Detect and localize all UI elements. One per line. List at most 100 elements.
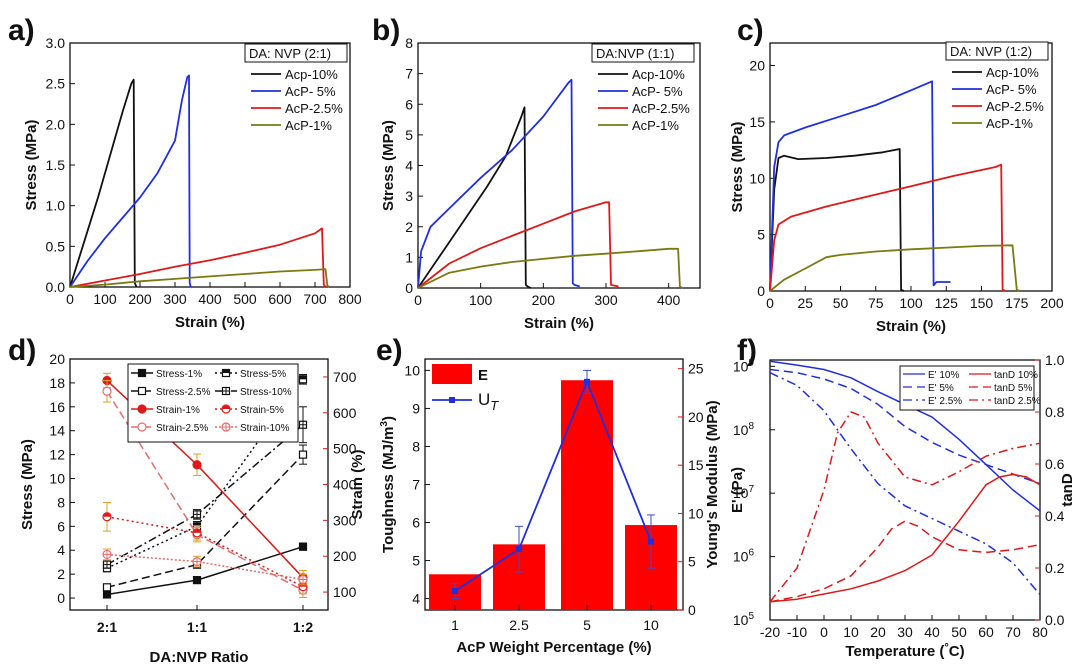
y2-tick-label: 100 [333, 584, 357, 600]
legend-marker-strain-1 [137, 404, 147, 414]
y2-tick-label: 0.0 [1045, 612, 1065, 628]
y-tick-label: 105 [733, 611, 755, 628]
x-tick-label: 175 [1005, 295, 1029, 311]
y-axis-label-e: Toughness (MJ/m3) [379, 416, 397, 553]
panel-b: b) 0 100 200 300 400 0 1 2 3 4 5 6 7 8 Strain (%) Stress… [372, 14, 701, 332]
x-tick-label: 2.5 [509, 617, 529, 633]
legend-box-d [127, 363, 299, 443]
y-tick-label: 3 [405, 188, 413, 204]
legend-label-acp-2-5: AcP-2.5% [632, 101, 690, 116]
legend-label-strain-5: Strain-5% [240, 405, 284, 416]
y-tick-sup: 7 [748, 484, 754, 495]
y2-tick-label: 300 [333, 512, 357, 528]
data-point-strain-5-fill [103, 513, 111, 517]
legend-label-tand-2-5: tanD 2.5% [994, 396, 1041, 407]
y-tick-label: 18 [49, 375, 65, 391]
series-line-d-strain-5 [106, 516, 304, 588]
legend-f: E' 10% tanD 10% E' 5% tanD 5% E' 2.5% tanD 2.… [899, 365, 1041, 411]
y-axis-label-c: Stress (MPa) [729, 122, 746, 213]
y-tick-label: 2.5 [46, 76, 66, 92]
y-tick-sup: 5 [748, 611, 754, 622]
y2-tick-label: 5 [688, 554, 696, 570]
data-point-stress-2-5 [298, 450, 308, 459]
legend-title-b: DA:NVP (1:1) [596, 46, 675, 61]
series-line-a-acp-2-5 [69, 227, 327, 288]
x-tick-label: 25 [797, 295, 813, 311]
x-tick-label: -10 [787, 624, 807, 640]
y-tick-label: 0 [57, 590, 65, 606]
x-tick-label: 1:2 [293, 619, 313, 635]
y-tick-base: 10 [733, 358, 749, 374]
y-tick-label: 8 [412, 438, 420, 454]
legend-marker-strain-2-5 [137, 422, 147, 432]
legend-label-e-10: E' 10% [928, 370, 959, 381]
y2-tick-label: 1.0 [1045, 352, 1065, 368]
series-line-e-ut [454, 380, 652, 592]
x-tick-label: 50 [833, 295, 849, 311]
data-point-ut [584, 378, 590, 385]
y-tick-label: 4 [57, 542, 65, 558]
y-axis-label-e-main: Toughness (MJ/m [380, 427, 397, 553]
x-tick-label: 400 [198, 291, 222, 307]
series-line-f-tand-10 [769, 473, 1041, 603]
y-axis-label-e-sup: 3 [379, 421, 390, 427]
legend-label-acp-2-5: AcP-2.5% [986, 99, 1044, 114]
y-tick-sup: 8 [748, 421, 754, 432]
y-tick-sup: 6 [748, 548, 754, 559]
y-tick-label: 0 [405, 280, 413, 296]
y2-tick-label: 200 [333, 548, 357, 564]
y-axis-label-e-tail: ) [380, 416, 397, 421]
series-line-d-strain-10 [106, 553, 304, 581]
y2-tick-label: 10 [688, 505, 704, 521]
y-tick-label: 6 [405, 96, 413, 112]
y-tick-label: 3.0 [46, 35, 66, 51]
x-tick-label: 60 [978, 624, 994, 640]
x-tick-label: 0 [766, 295, 774, 311]
x-tick-label: 500 [233, 291, 257, 307]
y-tick-label: 109 [733, 357, 755, 374]
y-tick-label: 9 [412, 400, 420, 416]
legend-label-strain-1: Strain-1% [156, 405, 200, 416]
panel-label-a: a) [8, 14, 35, 47]
legend-swatch-e [432, 364, 472, 384]
legend-label-e-2-5: E' 2.5% [928, 396, 962, 407]
legend-label-stress-1: Stress-1% [156, 369, 202, 380]
x-tick-label: 300 [163, 291, 187, 307]
panel-label-e: e) [376, 334, 403, 367]
y-tick-label: 20 [749, 58, 765, 74]
y2-tick-label: 25 [688, 361, 704, 377]
series-line-b-acp-5 [417, 78, 580, 289]
panel-d: d) 0 2 4 6 8 10 12 14 16 18 20 100 200 300 400 500 600 700… [8, 334, 366, 666]
x-tick-label: 0 [414, 292, 422, 308]
legend-label-stress-5: Stress-5% [240, 369, 286, 380]
y-axis-label-f: E' (Pa) [729, 467, 746, 513]
legend-label-ut-main: U [478, 390, 490, 409]
x-tick-label: 40 [924, 624, 940, 640]
legend-label-ut-sub: T [490, 398, 499, 413]
series-line-c-acp-5 [769, 80, 951, 292]
y-tick-base: 10 [733, 549, 749, 565]
y-tick-label: 4 [412, 591, 420, 607]
y2-tick-label: 0.4 [1045, 508, 1065, 524]
x-tick-label: 80 [1032, 624, 1048, 640]
x-axis-label-f: Temperature (°C) [845, 642, 964, 660]
data-point-ut [452, 587, 458, 594]
y2-tick-label: 0.6 [1045, 456, 1065, 472]
x-tick-label: 2:1 [97, 619, 117, 635]
legend-label-e-5: E' 5% [928, 383, 954, 394]
y2-axis-label-f: tanD [1059, 473, 1076, 507]
x-tick-label: 400 [657, 292, 681, 308]
legend-label-stress-10: Stress-10% [240, 387, 292, 398]
data-point-stress-1 [102, 590, 112, 599]
y-axis-label-a: Stress (MPa) [23, 120, 40, 211]
y-tick-label: 6 [412, 515, 420, 531]
legend-marker-stress-1 [137, 368, 147, 378]
y-tick-label: 20 [49, 351, 65, 367]
y-tick-label: 10 [749, 170, 765, 186]
x-tick-label: 200 [128, 291, 152, 307]
legend-label-acp-5: AcP- 5% [986, 82, 1037, 97]
series-line-f-tand-2-5 [769, 411, 1041, 603]
x-tick-label: 600 [268, 291, 292, 307]
legend-marker-strain-5-fill [222, 405, 230, 409]
y-tick-label: 7 [405, 66, 413, 82]
